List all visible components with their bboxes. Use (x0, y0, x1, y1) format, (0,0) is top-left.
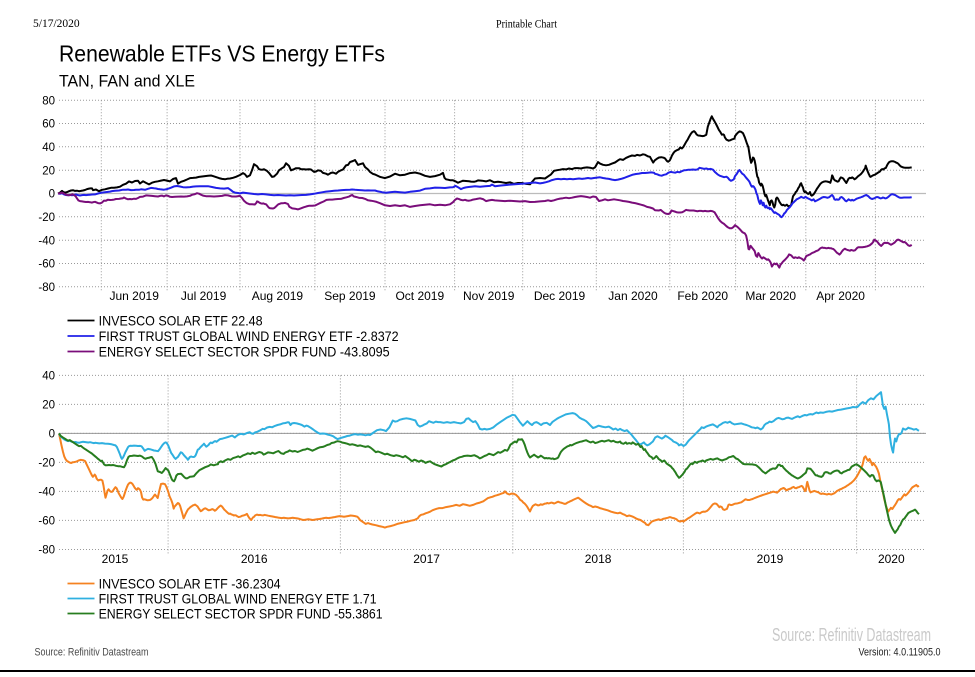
svg-text:-80: -80 (38, 545, 55, 557)
svg-text:20: 20 (42, 165, 55, 177)
svg-text:-40: -40 (38, 487, 55, 499)
svg-text:Source: Refinitiv Datastream: Source: Refinitiv Datastream (35, 647, 149, 659)
svg-text:20: 20 (42, 400, 55, 412)
svg-text:INVESCO SOLAR ETF 22.48: INVESCO SOLAR ETF 22.48 (99, 313, 263, 329)
svg-text:2020: 2020 (878, 552, 905, 566)
svg-text:-60: -60 (38, 259, 55, 271)
svg-text:0: 0 (49, 429, 55, 441)
svg-text:Sep 2019: Sep 2019 (324, 289, 376, 303)
svg-text:Mar 2020: Mar 2020 (745, 289, 796, 303)
svg-text:Renewable ETFs VS Energy ETFs: Renewable ETFs VS Energy ETFs (59, 41, 385, 67)
svg-text:-20: -20 (38, 458, 55, 470)
svg-text:Apr 2020: Apr 2020 (816, 289, 865, 303)
svg-text:Dec 2019: Dec 2019 (534, 289, 586, 303)
svg-text:FIRST TRUST GLOBAL WIND ENERGY: FIRST TRUST GLOBAL WIND ENERGY ETF 1.71 (99, 591, 377, 607)
svg-text:40: 40 (42, 371, 55, 383)
svg-text:-40: -40 (38, 235, 55, 247)
svg-text:0: 0 (49, 189, 55, 201)
svg-text:5/17/2020: 5/17/2020 (33, 18, 80, 30)
svg-text:TAN, FAN and XLE: TAN, FAN and XLE (59, 72, 195, 91)
svg-text:80: 80 (42, 95, 55, 107)
svg-text:Jan 2020: Jan 2020 (608, 289, 658, 303)
svg-text:60: 60 (42, 119, 55, 131)
svg-text:2018: 2018 (585, 552, 612, 566)
svg-text:2017: 2017 (413, 552, 440, 566)
svg-text:ENERGY SELECT SECTOR SPDR FUND: ENERGY SELECT SECTOR SPDR FUND -55.3861 (99, 606, 383, 622)
svg-text:-80: -80 (38, 282, 55, 294)
svg-text:INVESCO SOLAR ETF -36.2304: INVESCO SOLAR ETF -36.2304 (99, 576, 281, 592)
svg-text:2019: 2019 (757, 552, 784, 566)
svg-text:FIRST TRUST GLOBAL WIND ENERGY: FIRST TRUST GLOBAL WIND ENERGY ETF -2.83… (99, 328, 399, 344)
svg-text:2015: 2015 (102, 552, 129, 566)
svg-text:-60: -60 (38, 516, 55, 528)
svg-text:Version: 4.0.11905.0: Version: 4.0.11905.0 (859, 647, 941, 659)
svg-text:Printable Chart: Printable Chart (496, 19, 558, 31)
svg-text:Jul 2019: Jul 2019 (181, 289, 227, 303)
svg-text:Jun 2019: Jun 2019 (110, 289, 160, 303)
svg-text:Source: Refinitiv Datastream: Source: Refinitiv Datastream (772, 625, 931, 645)
svg-text:Aug 2019: Aug 2019 (252, 289, 304, 303)
svg-text:Feb 2020: Feb 2020 (677, 289, 728, 303)
svg-text:-20: -20 (38, 212, 55, 224)
svg-text:Oct 2019: Oct 2019 (395, 289, 444, 303)
svg-text:40: 40 (42, 142, 55, 154)
svg-text:ENERGY SELECT SECTOR SPDR FUND: ENERGY SELECT SECTOR SPDR FUND -43.8095 (99, 344, 390, 360)
svg-text:2016: 2016 (241, 552, 268, 566)
svg-text:Nov 2019: Nov 2019 (463, 289, 515, 303)
